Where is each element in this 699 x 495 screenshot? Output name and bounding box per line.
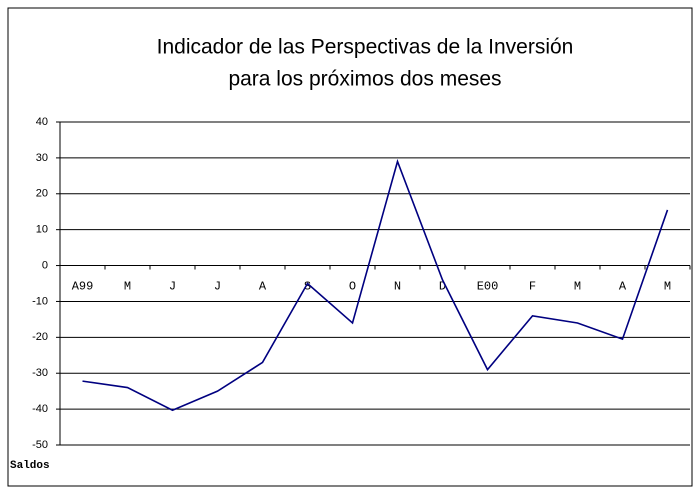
y-tick-label: -40	[32, 403, 48, 415]
y-tick-label: -10	[32, 295, 48, 307]
chart-frame	[7, 7, 693, 487]
x-tick-label: A99	[72, 280, 94, 294]
chart-title: Indicador de las Perspectivas de la Inve…	[157, 36, 574, 59]
x-tick-label: A	[259, 280, 267, 294]
y-tick-label: -30	[32, 367, 48, 379]
x-tick-label: A	[619, 280, 627, 294]
y-tick-label: 40	[36, 116, 48, 128]
x-tick-label: F	[529, 280, 536, 294]
x-tick-label: S	[304, 280, 311, 294]
x-tick-label: M	[124, 280, 131, 294]
y-tick-label: 0	[42, 259, 48, 271]
x-tick-label: N	[394, 280, 401, 294]
x-tick-label: M	[574, 280, 581, 294]
x-tick-label: J	[214, 280, 221, 294]
chart-title: para los próximos dos meses	[228, 68, 501, 91]
x-tick-label: O	[349, 280, 356, 294]
x-tick-label: E00	[477, 280, 499, 294]
y-tick-label: 10	[36, 224, 48, 236]
y-tick-label: -50	[32, 439, 48, 451]
y-tick-label: 30	[36, 152, 48, 164]
data-line	[82, 158, 669, 412]
x-tick-label: J	[169, 280, 176, 294]
x-tick-label: M	[664, 280, 671, 294]
x-tick-label: D	[439, 280, 446, 294]
y-axis-label: Saldos	[10, 460, 50, 472]
y-tick-label: -20	[32, 331, 48, 343]
y-tick-label: 20	[36, 188, 48, 200]
